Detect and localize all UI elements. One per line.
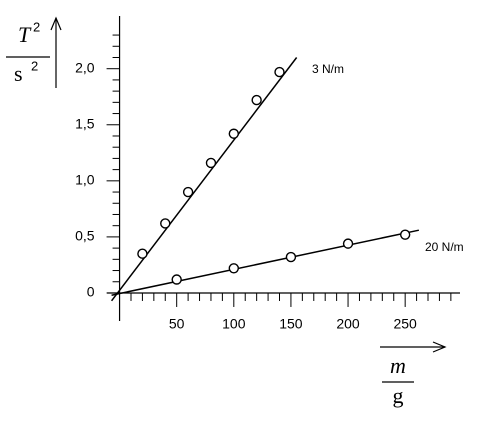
fit-line [111,229,420,296]
y-tick-label: 0,5 [75,228,95,244]
y-tick-label: 2,0 [75,59,95,75]
point [274,66,285,78]
y-label-den: s [14,61,23,86]
x-tick-label: 50 [169,316,185,332]
point [228,263,240,274]
y-arrow-head [50,16,62,31]
y-label-num-exp: 2 [33,19,40,34]
y-tick-label: 1,5 [75,115,95,131]
y-label-den-exp: 2 [31,58,38,73]
series-label: 20 N/m [425,240,464,254]
x-tick-label: 250 [393,316,417,332]
point [342,238,354,249]
point [285,251,297,263]
series-label: 3 N/m [312,62,344,76]
point [205,157,217,169]
x-tick-label: 150 [279,316,303,332]
y-tick-label: 1,0 [75,172,95,188]
point [228,128,240,139]
y-label-num: T [18,22,32,47]
point [160,218,171,229]
x-label-num: m [390,353,406,378]
y-tick-label: 0 [87,284,95,300]
x-label-den: g [393,383,404,408]
point [182,186,194,198]
point [399,229,411,240]
x-arrow-head [432,341,447,353]
x-tick-label: 100 [222,316,246,332]
point [137,248,148,259]
fit-line [110,57,298,302]
x-tick-label: 200 [336,316,360,332]
point [171,274,182,285]
point [251,94,262,106]
